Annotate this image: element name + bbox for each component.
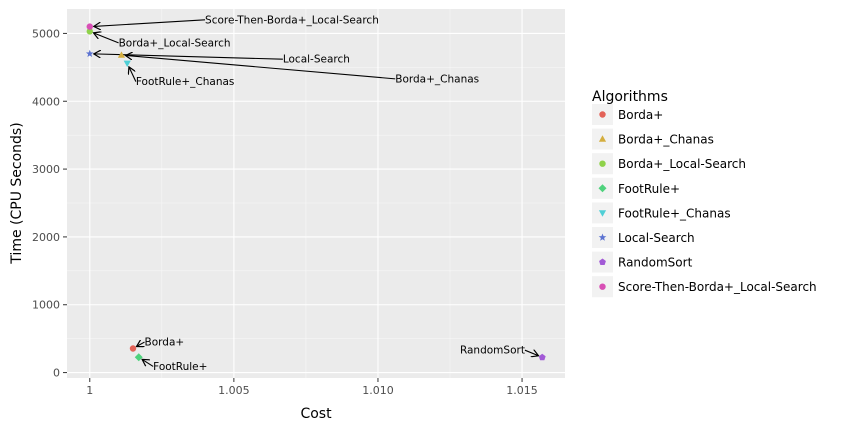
data-point [86, 23, 93, 30]
legend-label: Borda+_Chanas [618, 133, 714, 147]
annotation-label: Borda+_Local-Search [119, 37, 231, 49]
annotation-label: Borda+ [145, 337, 185, 349]
legend-label: RandomSort [618, 256, 693, 270]
annotation-arrow [142, 359, 154, 367]
data-point [134, 353, 143, 362]
legend-marker [598, 135, 607, 142]
annotation-arrow [524, 350, 539, 356]
annotation-arrow [94, 19, 206, 27]
x-tick-label: 1.005 [218, 384, 250, 397]
legend-marker [599, 258, 606, 266]
legend-marker [599, 283, 606, 290]
data-point [123, 60, 131, 68]
data-point [117, 51, 126, 58]
major-gridlines [67, 9, 565, 378]
y-tick-label: 4000 [32, 95, 60, 108]
x-axis-title: Cost [300, 406, 332, 422]
legend-label: FootRule+ [618, 182, 680, 196]
y-tick-label: 3000 [32, 163, 60, 176]
legend-label: Borda+_Local-Search [618, 157, 746, 171]
plot-panel [67, 9, 565, 378]
x-tick-label: 1 [86, 384, 93, 397]
legend-label: Borda+ [618, 108, 663, 122]
data-point [538, 353, 546, 361]
legend-marker [598, 184, 607, 193]
annotation-label: Local-Search [283, 54, 350, 66]
annotation-label: FootRule+_Chanas [136, 76, 235, 88]
data-points [85, 23, 546, 362]
annotation-label: Borda+_Chanas [395, 73, 479, 85]
data-point [86, 28, 93, 35]
annotation-arrow [125, 55, 396, 80]
legend-label: Score-Then-Borda+_Local-Search [618, 280, 817, 294]
legend: Algorithms Borda+ Borda+_Chanas Borda+_Loc… [592, 89, 817, 298]
legend-marker [598, 233, 607, 241]
legend-marker [599, 160, 606, 167]
y-tick-label: 2000 [32, 231, 60, 244]
annotations: Score-Then-Borda+_Local-Search Borda+_Loc… [93, 14, 538, 373]
annotation-arrow [129, 67, 137, 82]
y-axis-title: Time (CPU Seconds) [9, 122, 25, 264]
legend-label: FootRule+_Chanas [618, 206, 731, 220]
legend-label: Local-Search [618, 231, 695, 245]
annotation-arrow [93, 33, 119, 44]
y-axis-ticks: 0 1000 2000 3000 4000 5000 [32, 27, 67, 380]
legend-marker [599, 111, 606, 118]
annotation-label: Score-Then-Borda+_Local-Search [205, 14, 379, 26]
data-point [85, 49, 94, 57]
x-tick-label: 1.010 [362, 384, 394, 397]
y-tick-label: 0 [53, 367, 60, 380]
data-point [129, 345, 137, 352]
y-tick-label: 1000 [32, 299, 60, 312]
legend-marker [598, 210, 607, 217]
y-tick-label: 5000 [32, 27, 60, 40]
x-tick-label: 1.015 [506, 384, 538, 397]
minor-gridlines [67, 9, 565, 378]
annotation-label: FootRule+ [153, 361, 207, 373]
legend-title: Algorithms [592, 89, 668, 105]
annotation-arrow [136, 342, 145, 346]
x-axis-ticks: 1 1.005 1.010 1.015 [86, 378, 538, 397]
annotation-label: RandomSort [460, 345, 525, 357]
